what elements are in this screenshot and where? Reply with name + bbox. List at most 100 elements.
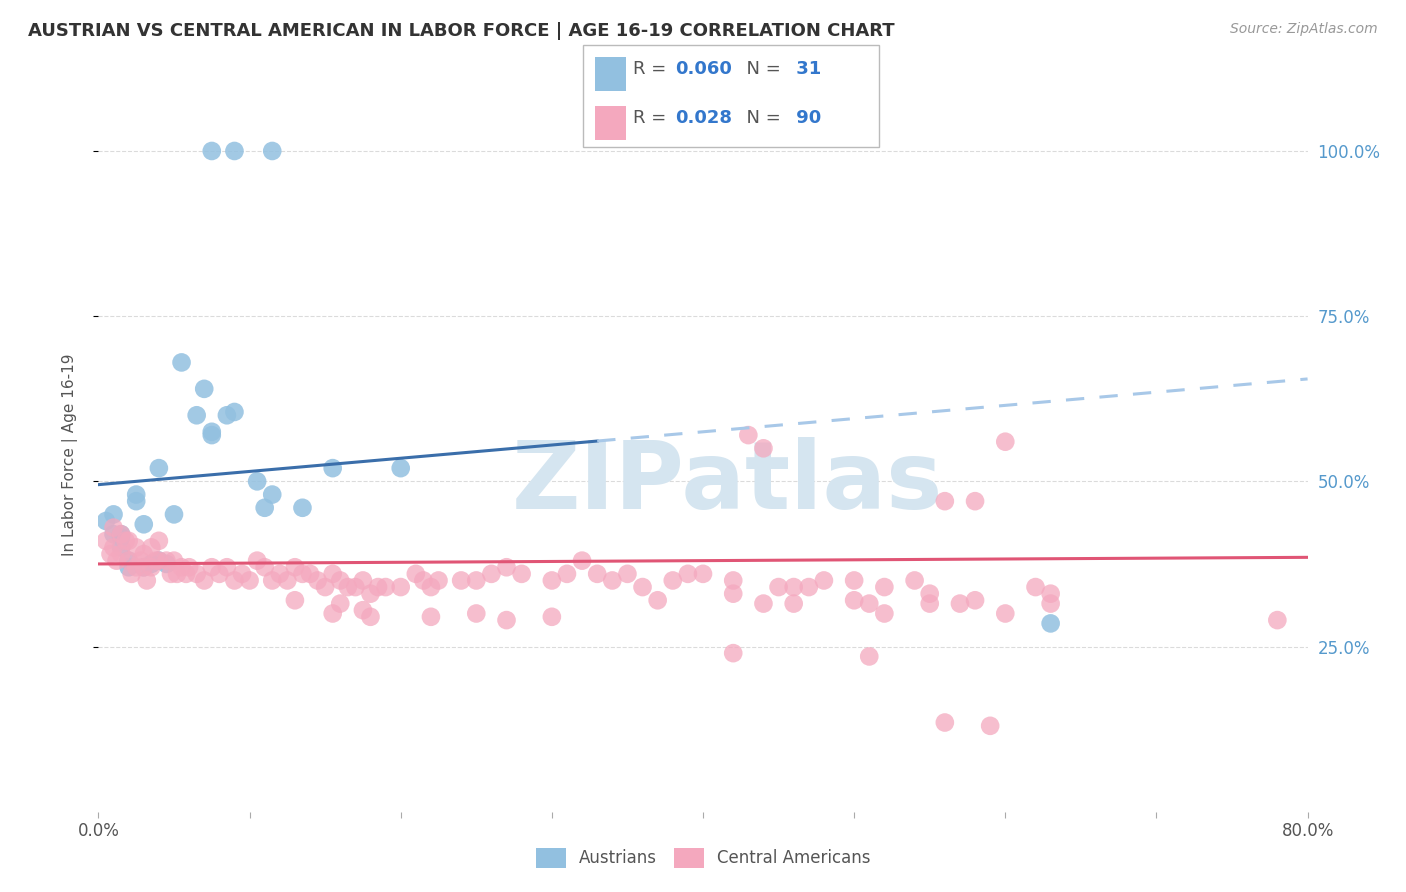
- Point: [329, 574, 352, 588]
- Point: [253, 500, 276, 515]
- Point: [148, 533, 170, 548]
- Point: [873, 607, 896, 621]
- Point: [844, 593, 866, 607]
- Point: [148, 554, 170, 568]
- Point: [647, 593, 669, 607]
- Point: [163, 508, 186, 522]
- Point: [918, 587, 941, 601]
- Point: [723, 574, 745, 588]
- Point: [813, 574, 835, 588]
- Point: [420, 609, 443, 624]
- Point: [253, 560, 276, 574]
- Point: [676, 566, 699, 581]
- Text: AUSTRIAN VS CENTRAL AMERICAN IN LABOR FORCE | AGE 16-19 CORRELATION CHART: AUSTRIAN VS CENTRAL AMERICAN IN LABOR FO…: [28, 22, 894, 40]
- Point: [427, 574, 450, 588]
- Point: [100, 547, 122, 561]
- Point: [322, 461, 344, 475]
- Point: [783, 597, 806, 611]
- Point: [246, 475, 269, 489]
- Point: [125, 560, 148, 574]
- Point: [148, 461, 170, 475]
- Point: [412, 574, 434, 588]
- Point: [239, 574, 262, 588]
- Point: [571, 554, 593, 568]
- Point: [797, 580, 820, 594]
- Point: [132, 560, 155, 574]
- Point: [495, 560, 517, 574]
- Point: [262, 144, 284, 158]
- Point: [1039, 587, 1062, 601]
- Point: [186, 566, 208, 581]
- Point: [262, 574, 284, 588]
- Point: [118, 560, 141, 574]
- Point: [110, 531, 132, 545]
- Point: [103, 520, 125, 534]
- Point: [174, 566, 197, 581]
- Text: ZIPatlas: ZIPatlas: [512, 437, 943, 530]
- Text: 90: 90: [790, 109, 821, 127]
- Point: [231, 566, 253, 581]
- Point: [979, 719, 1001, 733]
- Point: [125, 541, 148, 555]
- Point: [420, 580, 443, 594]
- Point: [322, 566, 344, 581]
- Point: [737, 428, 759, 442]
- Text: N =: N =: [735, 60, 787, 78]
- Point: [783, 580, 806, 594]
- Point: [114, 533, 136, 548]
- Point: [201, 425, 224, 439]
- Point: [873, 580, 896, 594]
- Point: [110, 527, 132, 541]
- Point: [103, 541, 125, 555]
- Point: [132, 560, 155, 574]
- Point: [193, 574, 215, 588]
- Point: [314, 580, 336, 594]
- Point: [141, 560, 163, 574]
- Text: 0.060: 0.060: [675, 60, 731, 78]
- Point: [322, 607, 344, 621]
- Point: [129, 554, 152, 568]
- Point: [352, 574, 374, 588]
- Point: [540, 574, 562, 588]
- Point: [215, 560, 238, 574]
- Point: [132, 547, 155, 561]
- Point: [201, 560, 224, 574]
- Text: 0.028: 0.028: [675, 109, 733, 127]
- Point: [858, 597, 880, 611]
- Point: [389, 580, 412, 594]
- Point: [1267, 613, 1289, 627]
- Point: [602, 574, 624, 588]
- Point: [374, 580, 396, 594]
- Point: [555, 566, 578, 581]
- Point: [94, 533, 117, 548]
- Point: [118, 554, 141, 568]
- Point: [692, 566, 714, 581]
- Point: [307, 574, 329, 588]
- Point: [145, 554, 167, 568]
- Point: [844, 574, 866, 588]
- Point: [481, 566, 503, 581]
- Point: [269, 566, 291, 581]
- Point: [201, 144, 224, 158]
- Point: [965, 494, 987, 508]
- Point: [224, 144, 246, 158]
- Point: [155, 554, 177, 568]
- Text: 31: 31: [790, 60, 821, 78]
- Text: R =: R =: [633, 60, 672, 78]
- Text: R =: R =: [633, 109, 672, 127]
- Point: [208, 566, 231, 581]
- Point: [291, 500, 314, 515]
- Point: [299, 566, 322, 581]
- Point: [934, 715, 956, 730]
- Point: [291, 566, 314, 581]
- Point: [103, 527, 125, 541]
- Point: [121, 566, 143, 581]
- Point: [723, 646, 745, 660]
- Point: [918, 597, 941, 611]
- Point: [367, 580, 389, 594]
- Point: [465, 574, 488, 588]
- Point: [994, 607, 1017, 621]
- Point: [125, 487, 148, 501]
- Point: [246, 554, 269, 568]
- Point: [616, 566, 638, 581]
